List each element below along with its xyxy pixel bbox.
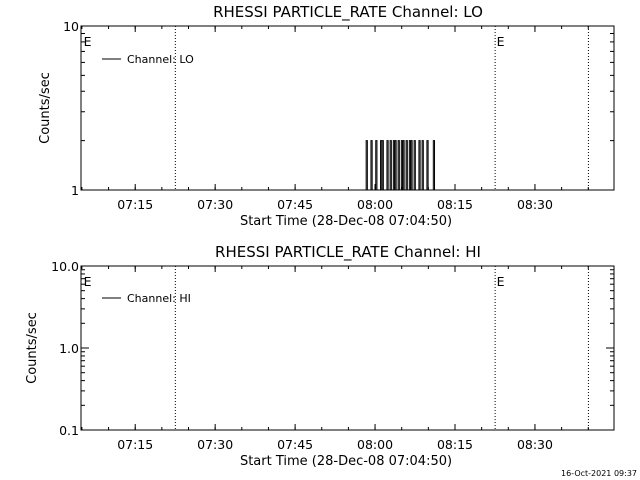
- lo-plot-frame: [80, 25, 615, 191]
- lo-series-group: [364, 140, 441, 191]
- hi-channel-panel: RHESSI PARTICLE_RATE Channel: HI Counts/…: [25, 243, 615, 469]
- lo-y-tick-label: 1: [71, 183, 79, 198]
- hi-x-axis-label: Start Time (28-Dec-08 07:04:50): [240, 454, 452, 469]
- lo-x-axis-label: Start Time (28-Dec-08 07:04:50): [240, 214, 452, 229]
- hi-x-tick-label: 07:45: [277, 437, 313, 452]
- hi-y-tick-label: 1.0: [59, 341, 79, 356]
- hi-legend-label: Channel: HI: [127, 292, 191, 305]
- hi-x-tick-label: 07:30: [197, 437, 233, 452]
- lo-x-tick-label: 08:15: [437, 197, 473, 212]
- lo-x-tick-label: 08:00: [357, 197, 393, 212]
- hi-plot-frame: [80, 265, 615, 431]
- lo-y-ticks: 1 10: [63, 19, 614, 198]
- lo-legend-label: Channel: LO: [127, 53, 194, 66]
- lo-panel-title: RHESSI PARTICLE_RATE Channel: LO: [213, 3, 483, 22]
- lo-x-tick-label: 07:45: [277, 197, 313, 212]
- hi-x-ticks: 07:15 07:30 07:45 08:00 08:15 08:30: [81, 266, 589, 452]
- hi-y-ticks: 0.1 1.0 10.0: [51, 259, 614, 438]
- lo-channel-panel: RHESSI PARTICLE_RATE Channel: LO Counts/…: [38, 3, 615, 229]
- hi-x-tick-label: 08:00: [357, 437, 393, 452]
- hi-event-marker-label: E: [497, 274, 505, 289]
- hi-panel-title: RHESSI PARTICLE_RATE Channel: HI: [215, 243, 481, 262]
- lo-x-tick-label: 08:30: [517, 197, 553, 212]
- hi-event-lines: [174, 266, 589, 430]
- hi-y-axis-label: Counts/sec: [25, 312, 40, 384]
- lo-y-axis-label: Counts/sec: [38, 72, 53, 144]
- hi-x-tick-label: 07:15: [117, 437, 153, 452]
- lo-series-line: [364, 140, 441, 191]
- lo-event-marker-label: E: [497, 34, 505, 49]
- generation-timestamp: 16-Oct-2021 09:37: [561, 469, 637, 478]
- lo-event-marker-label: E: [84, 34, 92, 49]
- hi-y-tick-label: 0.1: [59, 423, 79, 438]
- lo-x-tick-label: 07:30: [197, 197, 233, 212]
- hi-x-tick-label: 08:30: [517, 437, 553, 452]
- lo-event-lines: [174, 26, 589, 190]
- lo-x-ticks: 07:15 07:30 07:45 08:00 08:15 08:30: [81, 26, 589, 212]
- hi-x-tick-label: 08:15: [437, 437, 473, 452]
- lo-x-tick-label: 07:15: [117, 197, 153, 212]
- hi-event-marker-label: E: [84, 274, 92, 289]
- hi-y-tick-label: 10.0: [51, 259, 79, 274]
- lo-y-tick-label: 10: [63, 19, 79, 34]
